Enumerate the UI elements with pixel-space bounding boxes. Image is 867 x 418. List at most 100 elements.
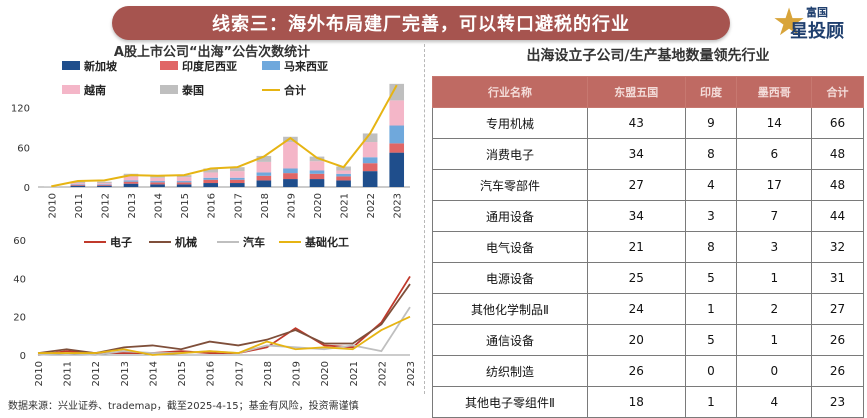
x-tick-label: 2020 [313,193,324,218]
cell: 31 [811,262,864,294]
y-tick-label: 40 [13,274,26,285]
y-tick-label: 60 [17,143,30,154]
cell: 0 [684,355,738,387]
cell: 48 [811,169,864,201]
cell: 2 [736,293,813,325]
bar-segment [336,173,351,177]
bar-segment [97,185,112,187]
header-industry: 行业名称 [432,76,588,108]
x-tick-label: 2018 [260,193,271,218]
bar-segment [203,172,219,178]
header-india: 印度 [684,76,738,108]
cell: 4 [684,169,738,201]
bar-segment [229,167,245,172]
cell: 4 [736,386,813,418]
bar-segment [309,170,325,174]
cell: 1 [684,293,738,325]
cell: 其他电子零组件Ⅱ [432,386,588,418]
y-tick-label: 0 [24,183,30,194]
total-line [51,84,398,188]
cell: 8 [684,138,738,170]
cell: 1 [736,324,813,356]
cell: 6 [736,138,813,170]
x-tick-label: 2019 [292,361,303,386]
cell: 电气设备 [432,231,588,263]
bar-segment [123,180,139,182]
x-tick-label: 2017 [233,193,244,218]
bar-segment [389,152,405,187]
bar-segment [283,142,298,169]
legend-swatch [62,61,80,70]
legend-label: 机械 [175,235,197,249]
x-tick-label: 2015 [180,193,191,218]
x-tick-label: 2014 [148,361,159,386]
header-mexico: 墨西哥 [736,76,813,108]
bar-segment [70,181,86,184]
y-tick-label: 20 [13,313,26,324]
table-row: 通信设备 20 5 1 26 [432,324,864,356]
bar-segment [362,157,378,164]
bar-segment [70,183,86,185]
bar-segment [336,170,351,174]
bar-segment [283,179,298,187]
cell: 3 [736,231,813,263]
cell: 7 [736,200,813,232]
bar-segment [389,143,405,153]
y-tick-label: 0 [20,351,26,362]
cell: 18 [587,386,686,418]
cell: 9 [684,107,738,139]
cell: 8 [684,231,738,263]
cell: 24 [587,293,686,325]
bar-segment [43,186,59,187]
section-divider [424,44,425,394]
table-row: 其他化学制品Ⅱ 24 1 2 27 [432,293,864,325]
bar-segment [70,184,86,186]
x-tick-label: 2017 [234,361,245,386]
cell: 通用设备 [432,200,588,232]
legend-swatch [262,61,280,70]
table-row: 纺织制造 26 0 0 26 [432,355,864,387]
legend-label: 合计 [284,83,306,97]
series-line [38,315,411,356]
bar-segment [97,184,112,186]
x-tick-label: 2016 [206,361,217,386]
bar-segment [97,181,112,184]
y-tick-label: 120 [11,104,30,115]
x-tick-label: 2012 [100,193,111,218]
bar-segment [203,177,219,180]
header-asean: 东盟五国 [587,76,686,108]
x-tick-label: 2020 [320,361,331,386]
bar-segment [123,176,139,181]
x-tick-label: 2010 [34,361,45,386]
x-tick-label: 2013 [120,361,131,386]
bar-segment [176,181,192,183]
bar-segment [97,183,112,185]
table-row: 其他电子零组件Ⅱ 18 1 4 23 [432,386,864,418]
x-tick-label: 2021 [340,193,351,218]
legend-label: 基础化工 [304,235,349,249]
x-tick-label: 2011 [74,193,85,218]
bar-segment [229,171,245,178]
bar-segment [256,180,272,187]
cell: 1 [684,386,738,418]
bar-segment [336,176,351,181]
legend-label: 电子 [110,235,132,249]
x-tick-label: 2015 [177,361,188,386]
bar-segment [362,171,378,187]
bar-segment [362,142,378,158]
table-header-row: 行业名称 东盟五国 印度 墨西哥 合计 [432,76,864,108]
bar-segment [70,185,86,187]
cell: 17 [736,169,813,201]
cell: 27 [587,169,686,201]
bar-segment [123,181,139,184]
cell: 66 [811,107,864,139]
table-row: 消费电子 34 8 6 48 [432,138,864,170]
bar-segment [362,163,378,172]
cell: 23 [811,386,864,418]
cell: 1 [736,262,813,294]
bar-segment [123,183,139,187]
bar-segment [150,181,165,183]
bar-segment [97,185,112,186]
legend-label: 印度尼西亚 [182,59,237,73]
cell: 26 [811,324,864,356]
